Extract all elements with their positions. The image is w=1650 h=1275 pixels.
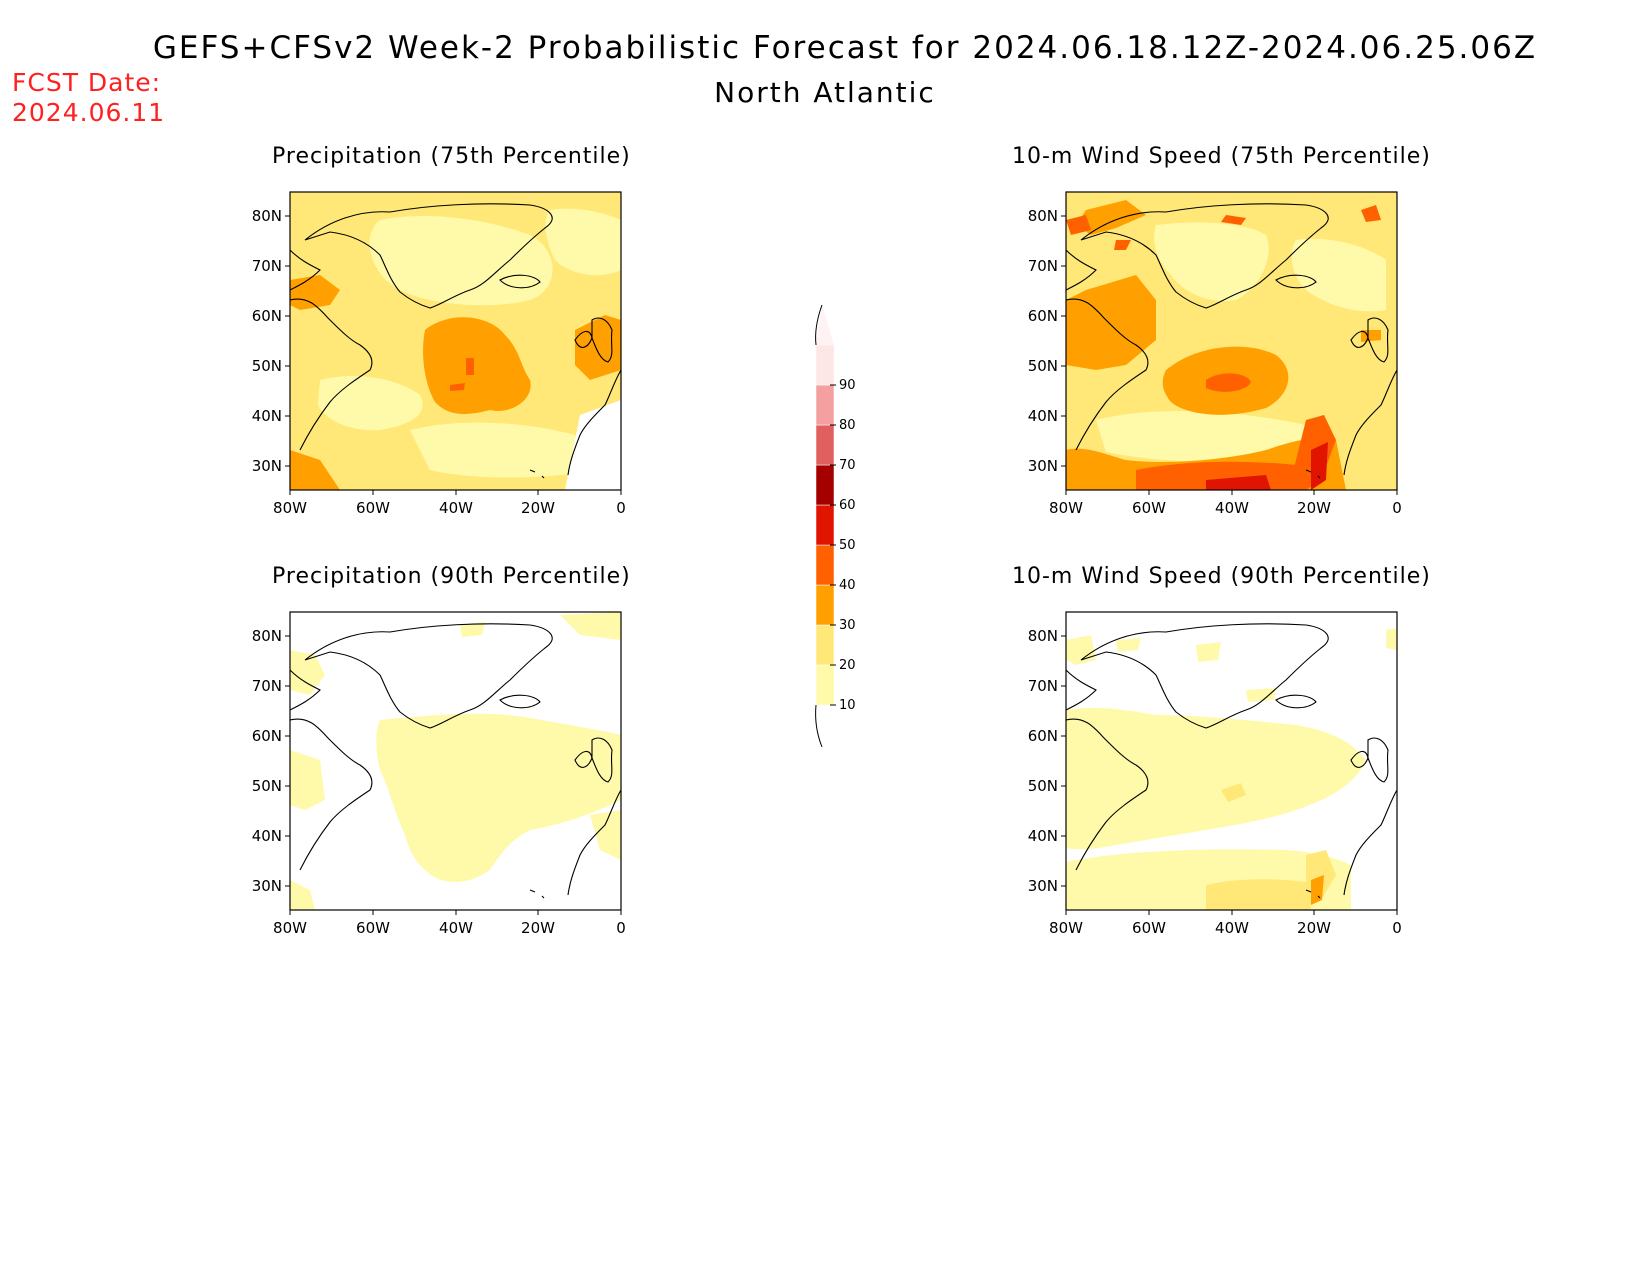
lat-label-50n: 50N	[252, 357, 282, 375]
colorbar-box-70	[815, 424, 835, 466]
lat-label-30n: 30N	[252, 457, 282, 475]
tick-marks	[285, 215, 622, 495]
colorbar-labels: 10 20 30 40 50 60 70 80 90	[830, 378, 856, 713]
tick-marks	[1061, 215, 1398, 495]
lat-label-30n: 30N	[252, 877, 282, 895]
tick-marks	[285, 635, 622, 915]
colorbar-box-40	[815, 544, 835, 586]
panel-title-wind-75: 10-m Wind Speed (75th Percentile)	[1012, 144, 1431, 169]
lon-label-0: 0	[1392, 919, 1402, 937]
panel-title-wind-90: 10-m Wind Speed (90th Percentile)	[1012, 564, 1431, 589]
colorbar-box-80	[815, 384, 835, 426]
colorbar-label-80: 80	[839, 418, 856, 433]
colorbar-boxes	[815, 304, 835, 748]
lon-label-0: 0	[616, 499, 626, 517]
lon-label-20w: 20W	[1297, 919, 1331, 937]
lat-label-30n: 30N	[1028, 457, 1058, 475]
panel-title-precip-75: Precipitation (75th Percentile)	[272, 144, 631, 169]
colorbar-box-20	[815, 624, 835, 666]
lon-label-20w: 20W	[1297, 499, 1331, 517]
tick-marks	[1061, 635, 1398, 915]
map-wind-90: 80N 70N 60N 50N 40N 30N 80W 60W 40W 20W …	[1028, 611, 1402, 937]
lat-label-70n: 70N	[252, 257, 282, 275]
lat-label-40n: 40N	[252, 407, 282, 425]
colorbar-label-60: 60	[839, 498, 856, 513]
colorbar-top-triangle	[816, 305, 834, 345]
page-title: GEFS+CFSv2 Week-2 Probabilistic Forecast…	[152, 30, 1538, 66]
lon-label-40w: 40W	[439, 499, 473, 517]
lon-label-40w: 40W	[1215, 919, 1249, 937]
colorbar-box-50	[815, 504, 835, 546]
map-precip-75: 80N 70N 60N 50N 40N 30N 80W 60W 40W 20W …	[252, 191, 626, 517]
lat-label-40n: 40N	[1028, 827, 1058, 845]
coastlines	[1066, 203, 1397, 479]
lon-label-20w: 20W	[521, 919, 555, 937]
colorbar: 10 20 30 40 50 60 70 80 90	[815, 304, 856, 748]
colorbar-label-10: 10	[839, 698, 856, 713]
lat-label-60n: 60N	[1028, 727, 1058, 745]
lat-label-60n: 60N	[252, 307, 282, 325]
lon-label-80w: 80W	[1049, 919, 1083, 937]
lat-label-80n: 80N	[1028, 207, 1058, 225]
lat-label-40n: 40N	[252, 827, 282, 845]
panel-title-precip-90: Precipitation (90th Percentile)	[272, 564, 631, 589]
lat-label-80n: 80N	[252, 207, 282, 225]
colorbar-label-50: 50	[839, 538, 856, 553]
lon-label-20w: 20W	[521, 499, 555, 517]
forecast-date-label: FCST Date:	[12, 68, 162, 97]
region-subtitle: North Atlantic	[714, 76, 936, 109]
lat-label-70n: 70N	[1028, 257, 1058, 275]
map-wind-75: 80N 70N 60N 50N 40N 30N 80W 60W 40W 20W …	[1028, 191, 1402, 517]
lon-label-80w: 80W	[1049, 499, 1083, 517]
lat-label-30n: 30N	[1028, 877, 1058, 895]
lat-label-50n: 50N	[252, 777, 282, 795]
lon-label-40w: 40W	[1215, 499, 1249, 517]
lon-label-60w: 60W	[1132, 919, 1166, 937]
lat-label-40n: 40N	[1028, 407, 1058, 425]
lon-label-60w: 60W	[1132, 499, 1166, 517]
lon-label-0: 0	[616, 919, 626, 937]
probability-field	[290, 612, 621, 910]
lon-label-60w: 60W	[356, 499, 390, 517]
lon-label-60w: 60W	[356, 919, 390, 937]
lon-label-0: 0	[1392, 499, 1402, 517]
coastlines	[290, 623, 621, 899]
lat-label-60n: 60N	[1028, 307, 1058, 325]
colorbar-bottom-edge	[815, 704, 823, 748]
lat-label-80n: 80N	[252, 627, 282, 645]
colorbar-box-60	[815, 464, 835, 506]
colorbar-top-edge	[815, 304, 823, 346]
colorbar-label-90: 90	[839, 378, 856, 393]
probability-field	[1066, 192, 1397, 490]
lon-label-40w: 40W	[439, 919, 473, 937]
lat-label-70n: 70N	[252, 677, 282, 695]
probability-field	[290, 192, 621, 490]
colorbar-label-30: 30	[839, 618, 856, 633]
colorbar-box-90	[815, 344, 835, 386]
coastlines	[1066, 623, 1397, 899]
lat-label-60n: 60N	[252, 727, 282, 745]
colorbar-label-20: 20	[839, 658, 856, 673]
forecast-date-value: 2024.06.11	[12, 98, 166, 127]
coastlines	[290, 203, 621, 479]
probability-field	[1066, 612, 1397, 910]
lat-label-50n: 50N	[1028, 777, 1058, 795]
colorbar-label-40: 40	[839, 578, 856, 593]
lat-label-70n: 70N	[1028, 677, 1058, 695]
lat-label-80n: 80N	[1028, 627, 1058, 645]
lon-label-80w: 80W	[273, 919, 307, 937]
colorbar-box-10	[815, 664, 835, 706]
lon-label-80w: 80W	[273, 499, 307, 517]
map-precip-90: 80N 70N 60N 50N 40N 30N 80W 60W 40W 20W …	[252, 611, 626, 937]
lat-label-50n: 50N	[1028, 357, 1058, 375]
colorbar-label-70: 70	[839, 458, 856, 473]
colorbar-box-30	[815, 584, 835, 626]
